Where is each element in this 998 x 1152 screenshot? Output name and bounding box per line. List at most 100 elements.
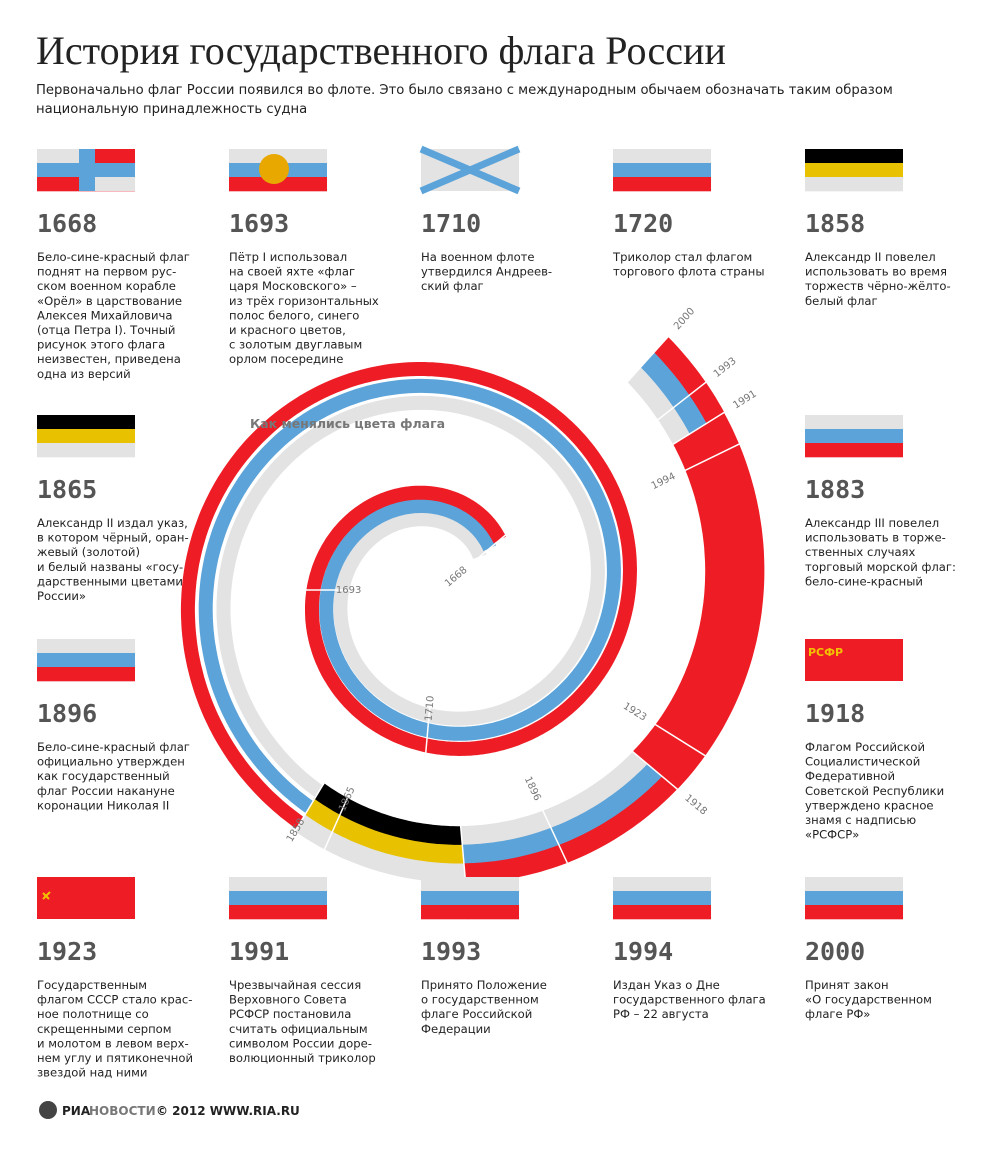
entry-text: Государственным bbox=[37, 978, 147, 992]
flag bbox=[37, 149, 135, 192]
flag-stripe bbox=[613, 877, 711, 892]
entry-text: волюционный триколор bbox=[229, 1051, 376, 1065]
spiral-band bbox=[313, 783, 462, 846]
footer: РИА НОВОСТИ © 2012 WWW.RIA.RU bbox=[39, 1101, 300, 1119]
year-tick bbox=[320, 790, 352, 857]
entry-text: ственных случаях bbox=[805, 545, 916, 559]
entry-text: Триколор стал флагом bbox=[612, 250, 752, 264]
flag bbox=[613, 149, 711, 192]
entry-text: нем углу и пятиконечной bbox=[37, 1051, 193, 1065]
entry-text: белый флаг bbox=[805, 294, 878, 308]
entry-text: и молотом в левом верх- bbox=[37, 1036, 189, 1050]
flag-stripe bbox=[805, 429, 903, 444]
flag-eagle bbox=[259, 154, 289, 184]
spiral-band bbox=[198, 378, 621, 813]
flag-stripe bbox=[229, 877, 327, 892]
flag bbox=[37, 415, 135, 458]
spiral-year: 1896 bbox=[522, 775, 543, 803]
spiral-band bbox=[462, 763, 663, 865]
entry-text: знамя с надписью bbox=[805, 813, 916, 827]
entry-text: символом России доре- bbox=[229, 1036, 372, 1050]
entry-year: 1918 bbox=[805, 699, 865, 728]
entry-text: РФ – 22 августа bbox=[613, 1007, 709, 1021]
flag-stripe bbox=[421, 905, 519, 920]
entry-year: 2000 bbox=[805, 937, 865, 966]
spiral-band bbox=[464, 775, 677, 884]
entry-text: Федерации bbox=[421, 1022, 491, 1036]
flag-stripe bbox=[613, 905, 711, 920]
entry-text: бело-сине-красный bbox=[805, 574, 923, 588]
flag-stripe bbox=[805, 163, 903, 178]
year-tick bbox=[621, 330, 674, 389]
flag-stripe bbox=[805, 877, 903, 892]
year-tick bbox=[648, 720, 712, 761]
entry-text: Пётр I использовал bbox=[229, 250, 347, 264]
flag-stripe bbox=[613, 149, 711, 164]
entry-text: государственного флага bbox=[613, 993, 766, 1007]
flag bbox=[613, 877, 711, 920]
entry-text: На военном флоте bbox=[421, 250, 535, 264]
spiral-band bbox=[633, 434, 726, 766]
entry-text: «Орёл» в царствование bbox=[37, 294, 182, 308]
year-tick bbox=[626, 746, 684, 795]
entry-text: РСФСР постановила bbox=[229, 1007, 351, 1021]
subtitle: Первоначально флаг России появился во фл… bbox=[36, 82, 893, 98]
spiral-year: 1994 bbox=[650, 471, 678, 492]
entry-text: Бело-сине-красный флаг bbox=[37, 250, 190, 264]
entry-text: Флагом Российской bbox=[805, 740, 925, 754]
flag-field bbox=[37, 877, 135, 919]
flag-stripe bbox=[37, 443, 135, 458]
entry-text: Советской Республики bbox=[805, 784, 944, 798]
entry-text: неизвестен, приведена bbox=[37, 352, 181, 366]
entry-text: флагом СССР стало крас- bbox=[37, 993, 192, 1007]
flag-part bbox=[95, 177, 135, 191]
spiral-band bbox=[216, 395, 605, 798]
entry-text: Принят закон bbox=[805, 978, 889, 992]
entry-year: 1896 bbox=[37, 699, 97, 728]
entry-text: одна из версий bbox=[37, 367, 131, 381]
entry-text: Александр III повелел bbox=[805, 516, 939, 530]
spiral: 1668169317101858186518831896191819231991… bbox=[180, 306, 765, 920]
entry-text: с золотым двуглавым bbox=[229, 338, 362, 352]
entry-text: торговый морской флаг: bbox=[805, 560, 956, 574]
entry-text: орлом посередине bbox=[229, 352, 343, 366]
flag-stripe bbox=[613, 163, 711, 178]
spiral-band bbox=[653, 337, 725, 423]
flag bbox=[419, 145, 521, 195]
subtitle: национальную принадлежность судна bbox=[36, 102, 307, 117]
entry-text: флаге РФ» bbox=[805, 1007, 870, 1021]
spiral-year: 1668 bbox=[443, 565, 470, 590]
entry-text: и красного цветов, bbox=[229, 323, 346, 337]
entry-text: Чрезвычайная сессия bbox=[229, 978, 361, 992]
spiral-band bbox=[303, 799, 464, 865]
year-tick bbox=[290, 776, 329, 839]
flag-stripe bbox=[805, 891, 903, 906]
entry-text: Верховного Совета bbox=[229, 993, 347, 1007]
spiral-band bbox=[294, 814, 465, 883]
entry-text: ском военном корабле bbox=[37, 279, 176, 293]
entry-year: 1858 bbox=[805, 209, 865, 238]
entry-text: флаге Российской bbox=[421, 1007, 532, 1021]
flag-emblem bbox=[42, 891, 51, 900]
entry-text: (отца Петра I). Точный bbox=[37, 323, 175, 337]
entry-text: на своей яхте «флаг bbox=[229, 265, 355, 279]
entry-text: Принято Положение bbox=[421, 978, 547, 992]
entry-year: 1993 bbox=[421, 937, 481, 966]
entry-text: Федеративной bbox=[805, 769, 895, 783]
entry-text: торжеств чёрно-жёлто- bbox=[805, 279, 951, 293]
flag bbox=[229, 877, 327, 920]
brand: РИА bbox=[62, 1104, 91, 1118]
entry-text: звездой над ними bbox=[37, 1066, 147, 1080]
flag-stripe bbox=[805, 905, 903, 920]
entry-text: России» bbox=[37, 589, 86, 603]
flag-stripe bbox=[37, 429, 135, 444]
entry-text: Александр II повелел bbox=[805, 250, 936, 264]
entry-text: считать официальным bbox=[229, 1022, 368, 1036]
spiral-band bbox=[461, 751, 648, 846]
entry-text: «РСФСР» bbox=[805, 828, 859, 842]
flag-stripe bbox=[805, 177, 903, 192]
year-tick bbox=[678, 440, 747, 475]
entry-text: царя Московского» – bbox=[229, 279, 357, 293]
entry-text: утвердился Андреев- bbox=[421, 265, 552, 279]
